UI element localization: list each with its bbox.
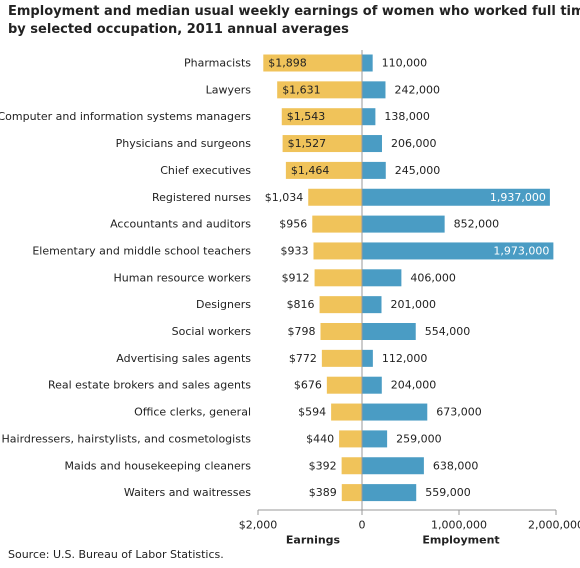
employment-bar: [362, 188, 550, 206]
category-label: Human resource workers: [114, 271, 252, 284]
employment-value-label: 242,000: [394, 83, 440, 96]
earnings-bar: [341, 457, 362, 475]
earnings-bar: [263, 54, 362, 72]
employment-value-label: 110,000: [382, 57, 428, 70]
earnings-value-label: $772: [289, 352, 317, 365]
earnings-bar: [320, 323, 362, 340]
employment-value-label: 406,000: [410, 271, 456, 284]
earnings-value-label: $594: [298, 406, 326, 419]
employment-bar: [362, 323, 416, 340]
employment-bar: [362, 296, 382, 314]
earnings-value-label: $816: [287, 298, 315, 311]
earnings-axis-label: Earnings: [286, 534, 341, 547]
employment-value-label: 201,000: [390, 298, 436, 311]
employment-bar: [362, 161, 386, 179]
earnings-value-label: $1,631: [282, 83, 321, 96]
x-tick-label: 1,000,000: [431, 519, 487, 532]
earnings-value-label: $956: [279, 218, 307, 231]
category-label: Elementary and middle school teachers: [32, 244, 251, 257]
earnings-bar: [341, 484, 362, 502]
earnings-value-label: $1,464: [291, 164, 330, 177]
category-label: Physicians and surgeons: [116, 137, 252, 150]
employment-bar: [362, 269, 402, 287]
earnings-bar: [326, 376, 362, 394]
earnings-value-label: $798: [288, 325, 316, 338]
chart-title: Employment and median usual weekly earni…: [8, 3, 580, 39]
chart-title-line-2: by selected occupation, 2011 annual aver…: [8, 22, 349, 37]
earnings-value-label: $389: [309, 486, 337, 499]
earnings-bar: [339, 430, 362, 448]
category-label: Social workers: [172, 325, 252, 338]
employment-value-label: 206,000: [391, 137, 437, 150]
employment-bar: [362, 430, 388, 448]
employment-bar: [362, 215, 445, 233]
category-label: Waiters and waitresses: [124, 486, 251, 499]
employment-value-label: 852,000: [454, 218, 500, 231]
employment-value-label: 554,000: [425, 325, 471, 338]
employment-bar: [362, 81, 386, 99]
earnings-bar: [331, 403, 362, 421]
employment-value-label: 204,000: [391, 379, 437, 392]
category-label: Registered nurses: [152, 191, 251, 204]
employment-bar: [362, 349, 373, 367]
x-tick-label: 2,000,000: [528, 519, 580, 532]
employment-value-label: 638,000: [433, 459, 479, 472]
earnings-bar: [319, 296, 362, 314]
earnings-bar: [321, 349, 362, 367]
category-label: Designers: [196, 298, 251, 311]
earnings-bar: [282, 135, 362, 153]
earnings-value-label: $676: [294, 379, 322, 392]
earnings-value-label: $1,034: [265, 191, 304, 204]
category-label: Computer and information systems manager…: [0, 110, 251, 123]
x-tick-label: 0: [359, 519, 366, 532]
employment-bar: [362, 484, 417, 502]
employment-value-label: 245,000: [395, 164, 441, 177]
category-label: Office clerks, general: [134, 406, 251, 419]
earnings-bar: [281, 108, 362, 126]
earnings-value-label: $392: [309, 459, 337, 472]
employment-bar: [362, 108, 376, 126]
employment-bar: [362, 54, 373, 72]
employment-value-label: 1,973,000: [493, 244, 549, 257]
employment-bar: [362, 376, 382, 394]
earnings-bar: [312, 215, 362, 233]
chart-title-line-1: Employment and median usual weekly earni…: [8, 4, 580, 19]
employment-value-label: 559,000: [425, 486, 471, 499]
employment-bar: [362, 242, 554, 260]
earnings-bar: [308, 188, 362, 206]
earnings-bar: [285, 161, 362, 179]
earnings-value-label: $933: [280, 244, 308, 257]
earnings-value-label: $1,527: [288, 137, 327, 150]
x-tick-label: $2,000: [239, 519, 278, 532]
category-label: Accountants and auditors: [110, 218, 251, 231]
employment-value-label: 259,000: [396, 432, 442, 445]
employment-value-label: 673,000: [436, 406, 482, 419]
source-note: Source: U.S. Bureau of Labor Statistics.: [8, 548, 224, 561]
category-label: Chief executives: [160, 164, 251, 177]
employment-bar: [362, 135, 382, 153]
earnings-value-label: $1,898: [268, 57, 307, 70]
category-label: Real estate brokers and sales agents: [48, 379, 251, 392]
earnings-value-label: $1,543: [287, 110, 326, 123]
earnings-value-label: $912: [282, 271, 310, 284]
category-label: Pharmacists: [184, 57, 251, 70]
employment-bar: [362, 457, 424, 475]
employment-bar: [362, 403, 428, 421]
earnings-bar: [277, 81, 362, 99]
category-label: Advertising sales agents: [116, 352, 251, 365]
earnings-value-label: $440: [306, 432, 334, 445]
category-label: Lawyers: [206, 83, 252, 96]
employment-value-label: 138,000: [384, 110, 430, 123]
category-label: Hairdressers, hairstylists, and cosmetol…: [2, 432, 252, 445]
category-label: Maids and housekeeping cleaners: [65, 459, 252, 472]
earnings-bar: [313, 242, 362, 260]
employment-value-label: 1,937,000: [490, 191, 546, 204]
earnings-bar: [314, 269, 362, 287]
employment-axis-label: Employment: [422, 534, 499, 547]
employment-value-label: 112,000: [382, 352, 428, 365]
